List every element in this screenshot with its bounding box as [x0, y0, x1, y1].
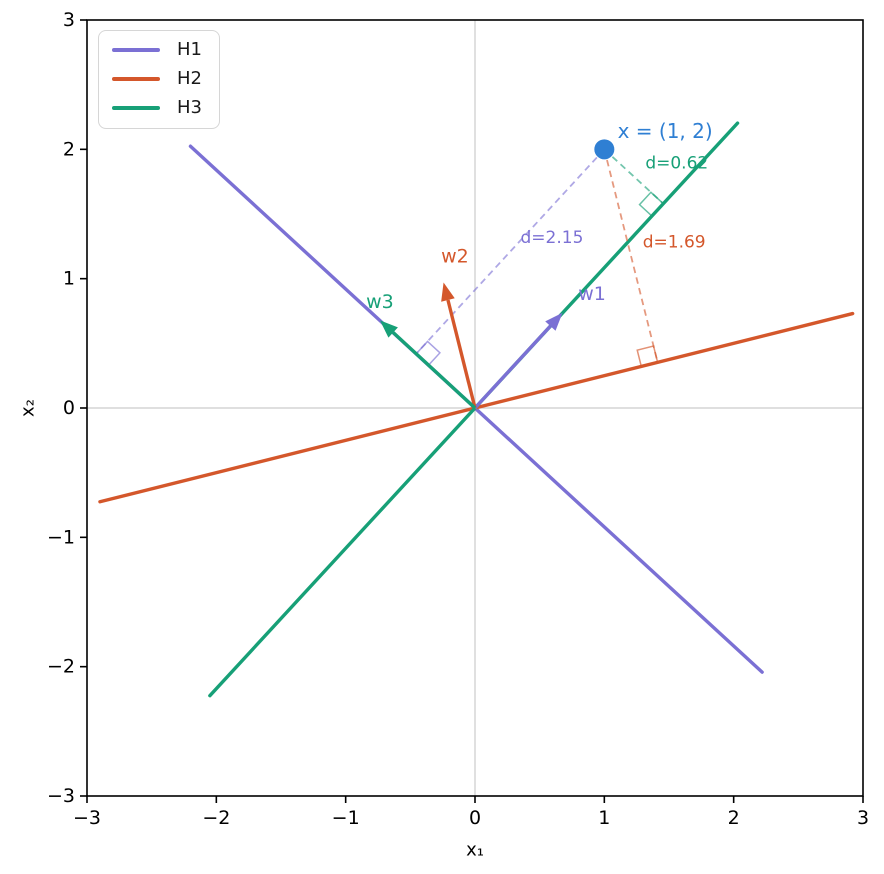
weight-label-w3: w3 [366, 291, 394, 313]
legend-item-h2: H2 [112, 68, 202, 90]
x-tick-label: 1 [598, 807, 610, 829]
vector-arrowhead-w3 [379, 320, 398, 338]
legend-item-h1: H1 [112, 39, 202, 61]
y-tick-label: 3 [63, 9, 75, 31]
legend-swatch-h3 [112, 106, 160, 110]
legend-swatch-h2 [112, 77, 160, 81]
x-tick-label: 0 [469, 807, 481, 829]
right-angle-marker-h3 [638, 191, 665, 218]
weight-label-w2: w2 [441, 246, 469, 268]
vector-arrowhead-w1 [545, 312, 563, 331]
x-tick-label: −2 [202, 807, 230, 829]
y-axis-label: x₂ [18, 399, 39, 417]
y-tick-label: −2 [47, 656, 75, 678]
y-tick-label: 1 [63, 268, 75, 290]
x-tick-label: 2 [728, 807, 740, 829]
y-tick-label: 0 [63, 397, 75, 419]
x-tick-label: −1 [332, 807, 360, 829]
distance-dashed-line-h1 [415, 148, 605, 355]
distance-dashed-line-h2 [603, 149, 659, 363]
distance-label-H1: d=2.15 [521, 228, 584, 248]
legend-swatch-h1 [112, 48, 160, 52]
vector-arrow-shaft-w3 [392, 331, 477, 410]
data-layer [87, 20, 863, 796]
x-tick-label: −3 [73, 807, 101, 829]
annotation-layer: x₁ x₂ w1 w2 w3 x = (1, 2) d=2.15 d=1.69 … [18, 119, 713, 860]
legend-label-h3: H3 [177, 97, 202, 118]
vector-arrow-shaft-w1 [473, 324, 552, 410]
distance-label-H2: d=1.69 [643, 232, 706, 252]
vector-arrowhead-w2 [441, 282, 455, 302]
legend: H1 H2 H3 [98, 30, 220, 129]
y-tick-label: −1 [47, 526, 75, 548]
y-tick-label: −3 [47, 785, 75, 807]
y-tick-label: 2 [63, 138, 75, 160]
vector-arrow-shaft-w2 [446, 299, 477, 409]
legend-item-h3: H3 [112, 97, 202, 119]
hyperplane-line-h3 [208, 121, 740, 698]
right-angle-marker-h2 [636, 345, 659, 368]
legend-label-h1: H1 [177, 39, 202, 60]
distance-label-H3: d=0.62 [645, 154, 708, 174]
weight-label-w1: w1 [578, 283, 606, 305]
right-angle-marker-h1 [415, 340, 441, 367]
x-tick-label: 3 [857, 807, 869, 829]
data-point [594, 139, 615, 160]
axes-layer: −3 −2 −1 0 1 2 3 −3 −2 −1 0 1 2 3 [47, 9, 869, 829]
x-axis-label: x₁ [466, 840, 484, 861]
point-label: x = (1, 2) [618, 119, 713, 143]
legend-label-h2: H2 [177, 68, 202, 89]
